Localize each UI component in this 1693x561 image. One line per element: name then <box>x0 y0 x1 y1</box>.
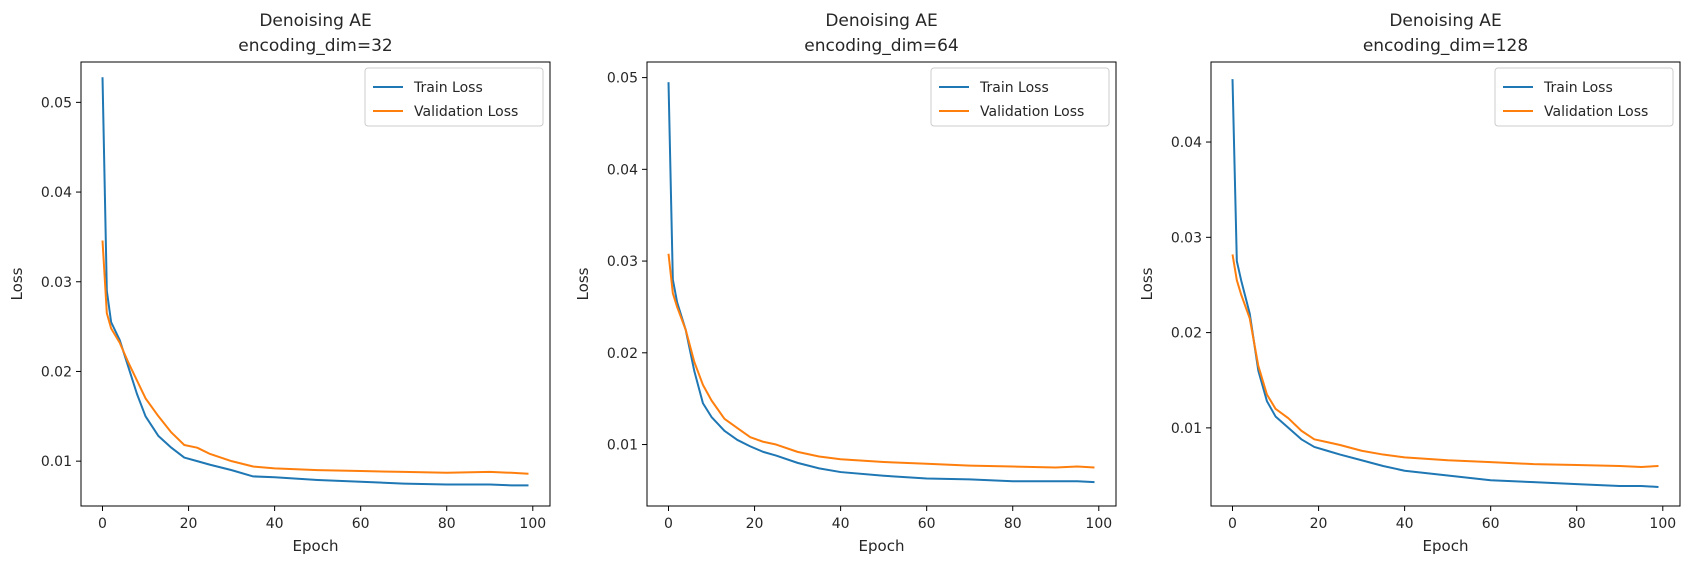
legend-label: Train Loss <box>413 80 483 96</box>
y-tick-label: 0.04 <box>1171 135 1202 151</box>
y-tick-label: 0.01 <box>1171 421 1202 437</box>
y-tick-label: 0.02 <box>41 364 72 380</box>
legend: Train Loss Validation Loss <box>1494 67 1674 127</box>
legend-label: Validation Loss <box>980 104 1084 120</box>
legend-box <box>364 67 544 127</box>
x-axis-label: Epoch <box>859 537 905 555</box>
x-axis-label: Epoch <box>293 537 339 555</box>
x-tick-label: 0 <box>1228 516 1237 532</box>
chart-panel-2: Denoising AE encoding_dim=64 0 20 40 60 80 100 0… <box>574 11 1117 555</box>
series-line-train-loss <box>101 77 529 487</box>
y-tick-label: 0.04 <box>41 185 72 201</box>
series-line-validation-loss <box>101 240 529 475</box>
y-tick-label: 0.05 <box>41 95 72 111</box>
y-tick-label: 0.01 <box>41 454 72 470</box>
chart-subtitle: encoding_dim=32 <box>238 36 393 56</box>
chart-panel-1: Denoising AE encoding_dim=32 0 20 40 60 80 100 0… <box>8 11 551 555</box>
y-tick-label: 0.02 <box>1171 326 1202 342</box>
plot-area-frame <box>80 61 551 507</box>
y-axis-label: Loss <box>1138 267 1156 300</box>
y-tick-label: 0.03 <box>41 275 72 291</box>
y-tick-label: 0.01 <box>607 438 638 454</box>
x-tick-label: 20 <box>746 516 764 532</box>
x-tick-label: 60 <box>918 516 936 532</box>
y-axis-label: Loss <box>574 267 592 300</box>
x-tick-label: 80 <box>1004 516 1022 532</box>
x-tick-label: 80 <box>1568 516 1586 532</box>
y-tick-label: 0.02 <box>607 346 638 362</box>
chart-title: Denoising AE <box>259 11 371 31</box>
chart-title: Denoising AE <box>825 11 937 31</box>
plot-area-frame <box>646 61 1117 507</box>
y-axis-label: Loss <box>8 267 26 300</box>
series-line-validation-loss <box>1231 254 1659 468</box>
x-tick-label: 40 <box>1396 516 1414 532</box>
legend: Train Loss Validation Loss <box>930 67 1110 127</box>
x-tick-label: 100 <box>1649 516 1676 532</box>
x-axis-label: Epoch <box>1423 537 1469 555</box>
plot-area-frame <box>1210 61 1681 507</box>
legend-box <box>1494 67 1674 127</box>
x-tick-label: 0 <box>98 516 107 532</box>
x-tick-label: 80 <box>438 516 456 532</box>
y-tick-label: 0.04 <box>607 162 638 178</box>
x-tick-label: 60 <box>352 516 370 532</box>
legend-label: Validation Loss <box>414 104 518 120</box>
x-tick-label: 100 <box>1085 516 1112 532</box>
x-tick-label: 0 <box>664 516 673 532</box>
series-line-validation-loss <box>667 253 1095 469</box>
legend-box <box>930 67 1110 127</box>
x-tick-label: 40 <box>266 516 284 532</box>
y-tick-label: 0.03 <box>607 254 638 270</box>
chart-title: Denoising AE <box>1389 11 1501 31</box>
x-tick-label: 20 <box>1310 516 1328 532</box>
chart-subtitle: encoding_dim=64 <box>804 36 959 56</box>
series-line-train-loss <box>667 82 1095 484</box>
x-tick-label: 60 <box>1482 516 1500 532</box>
legend-label: Train Loss <box>979 80 1049 96</box>
legend-label: Train Loss <box>1543 80 1613 96</box>
chart-subtitle: encoding_dim=128 <box>1363 36 1528 56</box>
legend: Train Loss Validation Loss <box>364 67 544 127</box>
chart-panel-3: Denoising AE encoding_dim=128 0 20 40 60 80 100… <box>1138 11 1681 555</box>
legend-label: Validation Loss <box>1544 104 1648 120</box>
y-tick-label: 0.03 <box>1171 230 1202 246</box>
x-tick-label: 40 <box>832 516 850 532</box>
y-tick-label: 0.05 <box>607 71 638 87</box>
x-tick-label: 100 <box>519 516 546 532</box>
x-tick-label: 20 <box>180 516 198 532</box>
